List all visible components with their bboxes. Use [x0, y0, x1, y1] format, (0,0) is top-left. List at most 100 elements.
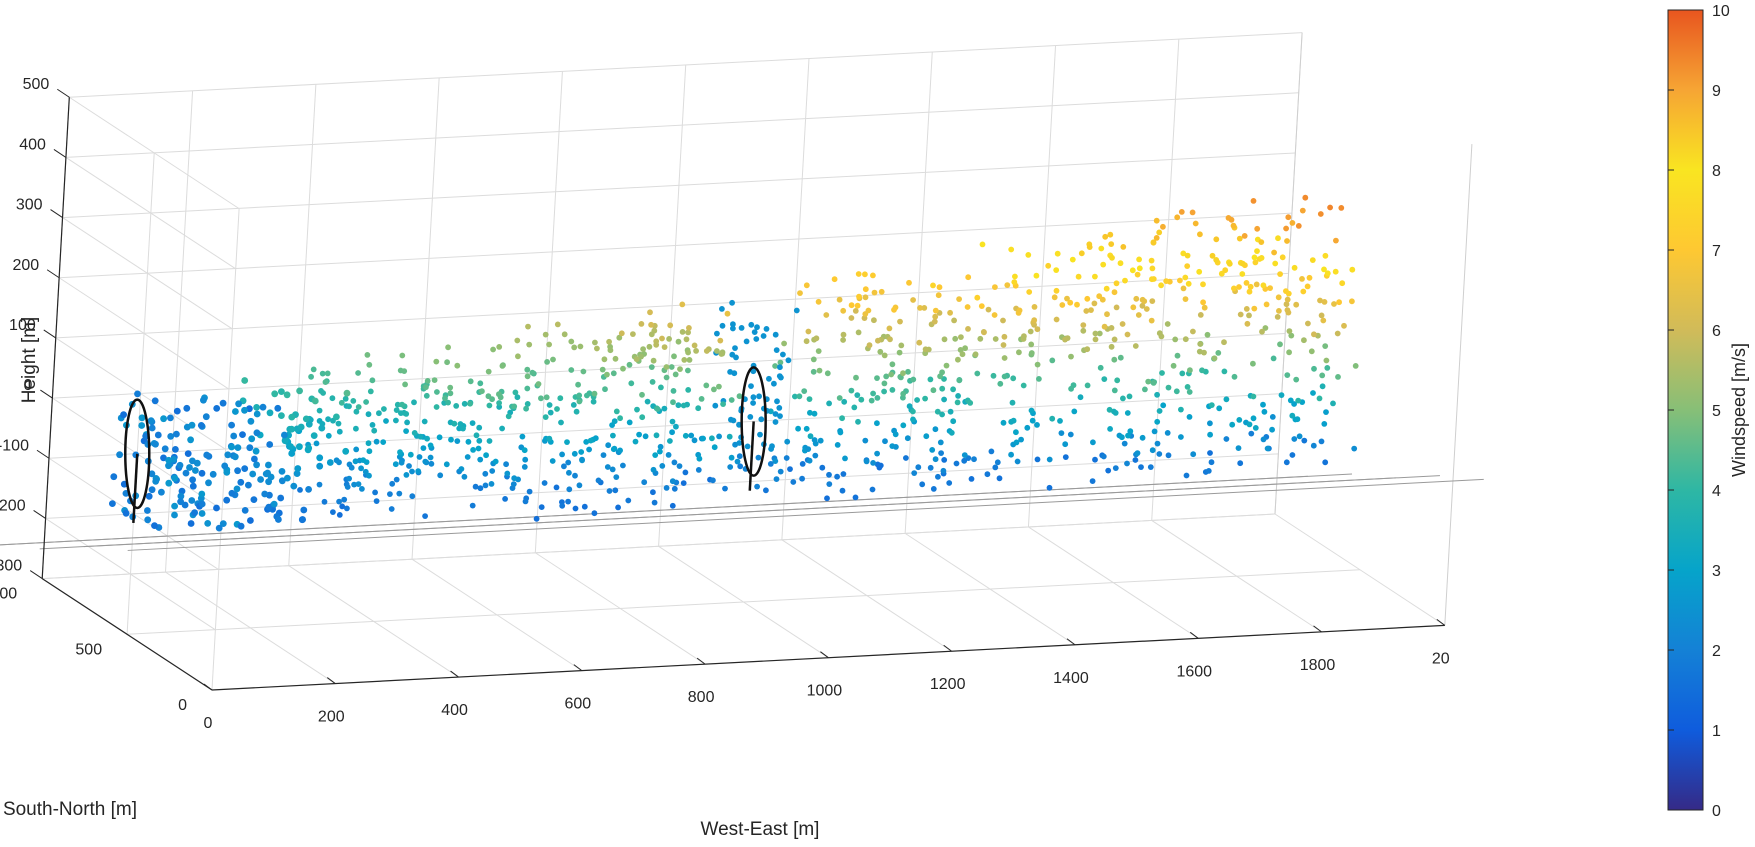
data-point	[365, 440, 372, 447]
data-point	[371, 427, 378, 434]
data-point	[148, 470, 156, 478]
data-point	[573, 408, 580, 415]
data-point	[1197, 231, 1203, 238]
data-point	[526, 341, 533, 348]
data-point	[522, 456, 529, 463]
colorbar-tick-label: 7	[1712, 243, 1721, 260]
data-point	[403, 472, 410, 478]
data-point	[316, 407, 323, 414]
data-point	[568, 338, 575, 345]
data-point	[1239, 271, 1246, 277]
data-point	[1001, 355, 1008, 361]
data-point	[278, 468, 286, 475]
data-point	[1046, 484, 1053, 491]
data-point	[134, 390, 141, 398]
data-point	[355, 481, 362, 487]
data-point	[293, 470, 301, 477]
data-point	[182, 469, 190, 477]
data-point	[1318, 438, 1325, 445]
data-point	[367, 388, 374, 395]
z-tick-mark	[57, 88, 70, 98]
data-point	[641, 479, 648, 486]
data-point	[898, 342, 905, 349]
data-point	[422, 458, 429, 465]
data-point	[311, 397, 319, 405]
data-point	[826, 481, 833, 487]
data-point	[703, 348, 710, 354]
data-point	[1301, 437, 1308, 444]
data-point	[817, 437, 824, 444]
data-point	[241, 406, 248, 414]
data-point	[1183, 472, 1190, 479]
data-point	[1323, 357, 1330, 364]
data-point	[266, 441, 274, 448]
x-tick-mark	[326, 677, 336, 684]
data-point	[330, 509, 336, 515]
data-point	[336, 498, 342, 505]
data-point	[523, 405, 529, 412]
data-point	[336, 428, 343, 435]
x-tick-label: 800	[688, 689, 715, 706]
data-point	[628, 380, 635, 387]
data-point	[241, 507, 249, 514]
data-point	[343, 389, 351, 397]
data-point	[1074, 301, 1080, 308]
data-point	[727, 369, 733, 375]
data-point	[992, 336, 999, 342]
data-point	[1092, 330, 1099, 337]
data-point	[1197, 312, 1204, 318]
data-point	[198, 500, 206, 508]
data-point	[675, 402, 682, 409]
data-point	[771, 380, 777, 387]
data-point	[613, 474, 620, 480]
data-point	[1316, 395, 1323, 402]
data-point	[1317, 297, 1323, 304]
data-point	[717, 337, 724, 344]
data-point	[173, 407, 181, 415]
data-point	[160, 415, 168, 423]
data-point	[680, 402, 687, 409]
data-point	[1321, 266, 1327, 273]
data-point	[1084, 346, 1091, 353]
data-point	[473, 432, 480, 439]
data-point	[568, 367, 575, 373]
data-point	[259, 403, 267, 411]
data-point	[1291, 264, 1298, 271]
data-point	[941, 336, 948, 343]
data-point	[979, 241, 986, 248]
data-point	[870, 460, 876, 466]
data-point	[417, 433, 424, 440]
data-point	[728, 397, 735, 403]
data-point	[1120, 244, 1127, 250]
data-point	[542, 414, 549, 420]
data-point	[1049, 415, 1056, 422]
data-point	[700, 435, 706, 442]
data-point	[1244, 320, 1251, 327]
data-point	[1068, 353, 1074, 360]
data-point	[239, 431, 246, 438]
data-point	[284, 474, 291, 482]
data-point	[253, 410, 261, 418]
data-point	[502, 496, 508, 502]
data-point	[1267, 285, 1273, 291]
data-point	[647, 309, 653, 316]
colorbar-label: Windspeed [m/s]	[1729, 343, 1749, 477]
data-point	[612, 355, 619, 362]
data-point	[714, 330, 720, 337]
data-point	[1138, 464, 1144, 470]
data-point	[505, 413, 512, 420]
data-point	[411, 399, 417, 406]
data-point	[559, 502, 566, 509]
data-point	[1236, 417, 1243, 423]
data-point	[922, 395, 928, 402]
data-point	[1186, 389, 1193, 395]
data-point	[736, 393, 743, 400]
data-point	[177, 498, 185, 506]
data-point	[837, 429, 844, 436]
data-point	[806, 396, 813, 402]
data-point	[538, 395, 544, 402]
data-point	[883, 373, 890, 380]
data-point	[644, 398, 651, 405]
data-point	[1163, 278, 1170, 284]
data-point	[911, 470, 918, 476]
